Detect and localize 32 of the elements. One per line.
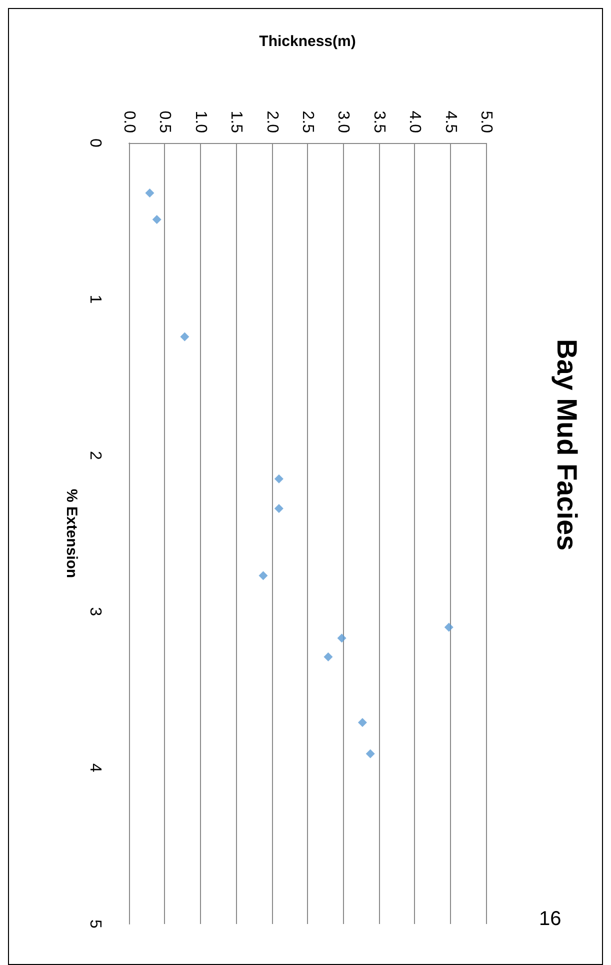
point: [337, 634, 346, 643]
point: [324, 652, 333, 662]
x-tick-label: 3.0: [334, 110, 352, 134]
x-tick-label: 1.0: [192, 110, 209, 134]
point: [358, 718, 367, 727]
x-tick-label: 4.0: [406, 110, 424, 134]
point: [258, 571, 268, 580]
point: [152, 215, 162, 224]
y-tick-label: 3: [86, 607, 104, 616]
y-tick-label: 5: [86, 920, 104, 929]
y-tick-label: 2: [86, 450, 104, 460]
y-tick-label: 1: [86, 294, 104, 304]
x-tick-label: 1.5: [228, 110, 245, 134]
point: [180, 332, 190, 342]
text: 16: [539, 908, 562, 930]
x-tick-label: 0.5: [156, 110, 174, 134]
point: [444, 622, 454, 632]
text: Bay Mud Facies: [552, 339, 582, 551]
y-tick-label: 4: [86, 763, 104, 772]
x-tick-label: 2.5: [299, 110, 316, 134]
point: [274, 504, 284, 514]
x-axis-title: Thickness(m): [259, 33, 356, 50]
x-tick-label: 0.0: [120, 110, 138, 134]
x-tick-label: 3.5: [370, 110, 388, 134]
point: [366, 749, 375, 758]
point: [145, 188, 154, 198]
x-tick-label: 4.5: [442, 110, 459, 134]
point: [274, 474, 284, 484]
x-tick-label: 2.0: [263, 110, 280, 134]
x-tick-label: 5.0: [478, 110, 494, 134]
y-axis-title: % Extension: [63, 488, 80, 578]
y-tick-label: 0: [86, 138, 104, 148]
